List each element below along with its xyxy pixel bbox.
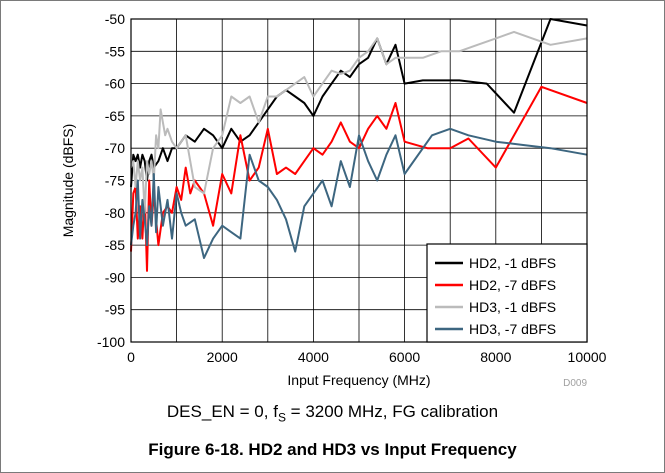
x-tick-label: 2000: [207, 349, 238, 365]
y-axis-title: Magnitude (dBFS): [60, 124, 76, 238]
y-tick-label: -65: [105, 108, 125, 124]
legend-entry: HD3, -1 dBFS: [469, 299, 556, 315]
caption-suffix: = 3200 MHz, FG calibration: [285, 402, 499, 421]
x-tick-label: 8000: [480, 349, 511, 365]
legend: HD2, -1 dBFS HD2, -7 dBFS HD3, -1 dBFS HD3,…: [426, 243, 588, 343]
x-tick-label: 0: [127, 349, 135, 365]
figure-code-label: D009: [563, 378, 587, 389]
x-tick-label: 4000: [298, 349, 329, 365]
legend-entry: HD3, -7 dBFS: [469, 321, 556, 337]
caption-prefix: DES_EN = 0, f: [166, 402, 278, 421]
y-tick-label: -90: [105, 269, 125, 285]
x-tick-label: 10000: [568, 349, 607, 365]
legend-entry: HD2, -7 dBFS: [469, 277, 556, 293]
y-tick-label: -70: [105, 140, 125, 156]
legend-entry: HD2, -1 dBFS: [469, 255, 556, 271]
series-line-2: [130, 85, 588, 272]
x-axis-title: Input Frequency (MHz): [287, 372, 430, 388]
y-tick-label: -85: [105, 237, 125, 253]
plot-area-frame: [130, 18, 588, 343]
series-line-1: [130, 18, 588, 188]
y-tick-label: -55: [105, 43, 125, 59]
y-tick-label: -100: [97, 334, 125, 350]
tick-labels: 0 2000 4000 6000 8000 10000 -50 -55 -60 -65 -70 -75…: [97, 11, 607, 365]
y-tick-label: -50: [105, 11, 125, 27]
y-tick-label: -95: [105, 302, 125, 318]
series-line-3: [130, 30, 588, 214]
series-lines: [130, 18, 588, 272]
series-line-4: [130, 127, 588, 259]
x-tick-label: 6000: [389, 349, 420, 365]
figure-title: Figure 6-18. HD2 and HD3 vs Input Freque…: [148, 440, 517, 459]
y-tick-label: -60: [105, 76, 125, 92]
y-tick-label: -80: [105, 205, 125, 221]
hd2-hd3-chart: 0 2000 4000 6000 8000 10000 -50 -55 -60 -65 -70 -75…: [60, 11, 607, 389]
caption-subscript: S: [277, 410, 286, 425]
legend-box: [426, 243, 588, 343]
chart-caption: DES_EN = 0, fS = 3200 MHz, FG calibratio…: [0, 402, 665, 424]
y-tick-label: -75: [105, 173, 125, 189]
